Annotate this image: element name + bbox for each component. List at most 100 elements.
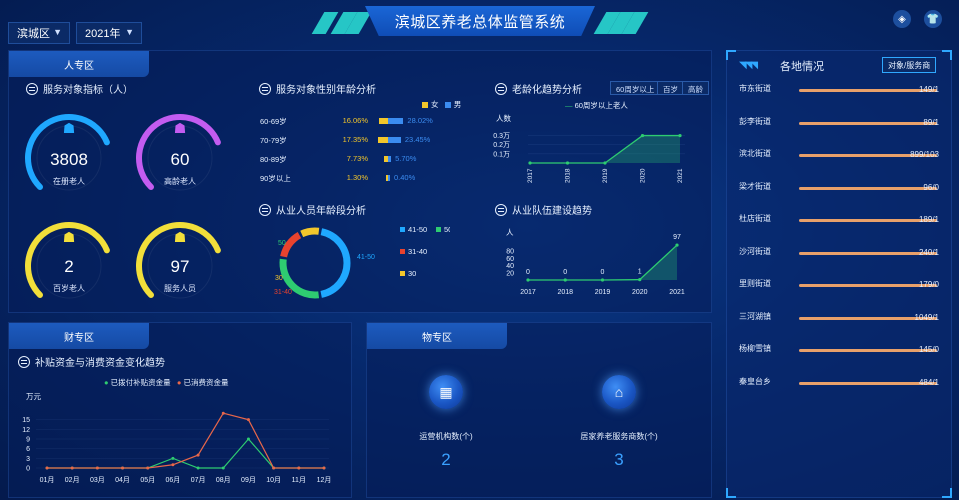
region-bar bbox=[799, 251, 937, 255]
tab-people[interactable]: 人专区 bbox=[9, 51, 149, 77]
aging-ylabel: 人数 bbox=[496, 114, 511, 123]
aging-point bbox=[640, 133, 645, 138]
team-data-label: 97 bbox=[673, 234, 681, 241]
team-ytick: 80 bbox=[506, 249, 514, 256]
finance-point bbox=[272, 466, 276, 470]
year-select[interactable]: 2021年 ▼ bbox=[76, 22, 142, 44]
aging-point bbox=[678, 133, 682, 138]
region-row[interactable]: 三河湖镇 1049/1 bbox=[739, 311, 939, 325]
finance-xtick: 07月 bbox=[191, 476, 206, 484]
gauge-label-elderly: 高龄老人 bbox=[164, 177, 196, 186]
region-bar bbox=[799, 381, 937, 385]
aging-point bbox=[603, 161, 607, 165]
finance-xtick: 01月 bbox=[40, 476, 55, 484]
list-icon bbox=[259, 203, 271, 216]
finance-xtick: 04月 bbox=[115, 476, 130, 484]
finance-line bbox=[47, 412, 324, 469]
finance-xtick: 05月 bbox=[140, 476, 155, 484]
year-select-value: 2021年 bbox=[85, 28, 121, 40]
aging-point bbox=[528, 161, 532, 165]
region-bar bbox=[799, 316, 937, 320]
aging-title: 老龄化趋势分析 bbox=[495, 81, 582, 96]
finance-ytick: 15 bbox=[22, 417, 30, 424]
region-row[interactable]: 彭李街道 89/1 bbox=[739, 116, 939, 130]
finance-xtick: 02月 bbox=[65, 476, 80, 484]
male-percent: 28.02% bbox=[407, 116, 433, 125]
finance-ytick: 6 bbox=[26, 446, 30, 453]
row-age-label: 70-79岁 bbox=[260, 136, 287, 145]
finance-point bbox=[121, 466, 125, 470]
donut-slice bbox=[320, 228, 351, 298]
region-bar bbox=[799, 219, 937, 222]
region-value: 145/0 bbox=[918, 345, 939, 354]
female-percent: 16.06% bbox=[342, 116, 368, 125]
region-name: 梁才街道 bbox=[739, 181, 771, 191]
tab-goods[interactable]: 物专区 bbox=[367, 323, 507, 349]
legend-swatch-subsidy: ● bbox=[104, 378, 109, 387]
male-bar bbox=[388, 137, 401, 143]
region-row[interactable]: 沙河街道 240/1 bbox=[739, 246, 939, 260]
aging-xtick: 2017 bbox=[527, 168, 534, 183]
finance-xtick: 08月 bbox=[216, 476, 231, 484]
region-row[interactable]: 市东街道 149/1 bbox=[739, 83, 939, 97]
team-xtick: 2019 bbox=[595, 289, 611, 296]
region-value: 240/1 bbox=[918, 247, 939, 257]
building-icon: ▦ bbox=[429, 375, 463, 409]
male-percent: 5.70% bbox=[395, 154, 417, 163]
female-percent: 7.73% bbox=[346, 154, 368, 163]
district-select[interactable]: 滨城区 ▼ bbox=[8, 22, 70, 44]
aging-xtick: 2020 bbox=[640, 168, 647, 183]
tab-aging-elderly[interactable]: 高龄 bbox=[682, 81, 709, 95]
team-area bbox=[528, 245, 677, 280]
male-bar bbox=[388, 156, 392, 162]
region-row[interactable]: 秦皇台乡 484/1 bbox=[739, 376, 939, 390]
panel-corner bbox=[726, 50, 736, 60]
aging-legend: — 60周岁以上老人 bbox=[565, 101, 628, 110]
object-provider-button[interactable]: 对象/服务商 bbox=[882, 57, 937, 73]
region-name: 秦皇台乡 bbox=[739, 376, 771, 386]
aging-ytick: 0.2万 bbox=[493, 141, 510, 149]
shirt-icon[interactable]: 👕 bbox=[924, 10, 942, 28]
tab-aging-60plus[interactable]: 60周岁以上 bbox=[610, 81, 661, 95]
gauge-arc bbox=[136, 222, 221, 298]
donut-slice bbox=[300, 227, 320, 238]
tab-finance[interactable]: 财专区 bbox=[9, 323, 149, 349]
org-count-value: 2 bbox=[441, 450, 451, 469]
cube-icon[interactable]: ◈ bbox=[893, 10, 911, 28]
region-bar bbox=[799, 154, 937, 157]
gauge-value-centenarian: 2 bbox=[64, 257, 74, 276]
regions-title: 各地情况 bbox=[780, 61, 824, 73]
tab-aging-centenarian[interactable]: 百岁 bbox=[657, 81, 684, 95]
people-panel: 人专区 bbox=[8, 50, 712, 313]
gauge-arc bbox=[25, 222, 110, 298]
gauges bbox=[25, 114, 221, 299]
donut-slice bbox=[279, 258, 320, 299]
legend-swatch-consumption: ● bbox=[176, 378, 182, 387]
team-point bbox=[600, 278, 605, 282]
region-row[interactable]: 梁才街道 96/0 bbox=[739, 181, 939, 195]
region-value: 179/0 bbox=[918, 280, 939, 289]
region-row[interactable]: 滨北街道 899/103 bbox=[739, 148, 939, 162]
region-value: 96/0 bbox=[923, 182, 939, 192]
home-heart-icon: ⌂ bbox=[602, 375, 636, 409]
finance-xtick: 10月 bbox=[266, 476, 281, 484]
user-card-icon: ☗ bbox=[62, 229, 76, 245]
staff-age-chart: 50 41-50 30 31-40 41-50 50 31-40 30 bbox=[274, 225, 450, 299]
user-card-icon: ☗ bbox=[173, 120, 187, 136]
female-bar bbox=[378, 137, 388, 143]
finance-point bbox=[171, 463, 175, 467]
female-bar bbox=[386, 175, 388, 181]
legend-label: 50 bbox=[444, 225, 450, 234]
finance-panel: 财专区 bbox=[8, 322, 352, 498]
region-row[interactable]: 杜店街道 189/1 bbox=[739, 213, 939, 227]
region-value: 149/1 bbox=[918, 85, 939, 94]
region-bar bbox=[799, 186, 937, 190]
provider-count-value: 3 bbox=[614, 450, 624, 469]
region-row[interactable]: 杨柳雪镇 145/0 bbox=[739, 343, 939, 357]
region-bar bbox=[799, 349, 937, 352]
region-row[interactable]: 里则街道 179/0 bbox=[739, 278, 939, 292]
team-data-label: 1 bbox=[638, 269, 642, 276]
donut-label: 41-50 bbox=[357, 254, 375, 261]
gauge-inner-ring bbox=[36, 125, 102, 191]
gauge-value-elderly: 60 bbox=[170, 150, 190, 169]
